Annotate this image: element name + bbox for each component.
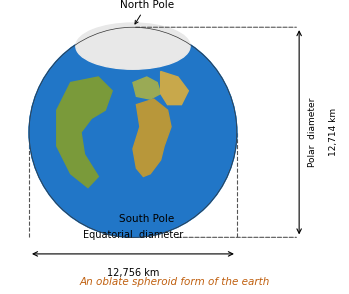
Polygon shape <box>133 99 171 176</box>
Polygon shape <box>57 77 112 188</box>
Text: 12,714 km: 12,714 km <box>329 108 338 156</box>
Ellipse shape <box>29 27 237 237</box>
Text: North Pole: North Pole <box>120 0 174 24</box>
Polygon shape <box>133 77 161 99</box>
Text: 12,756 km: 12,756 km <box>107 268 159 278</box>
Text: South Pole: South Pole <box>119 213 174 223</box>
Ellipse shape <box>29 27 237 237</box>
Polygon shape <box>161 71 188 105</box>
Text: An oblate spheroid form of the earth: An oblate spheroid form of the earth <box>79 277 270 287</box>
Text: Equatorial  diameter: Equatorial diameter <box>83 230 183 240</box>
Ellipse shape <box>76 23 190 69</box>
Text: Polar  diameter: Polar diameter <box>309 98 318 167</box>
